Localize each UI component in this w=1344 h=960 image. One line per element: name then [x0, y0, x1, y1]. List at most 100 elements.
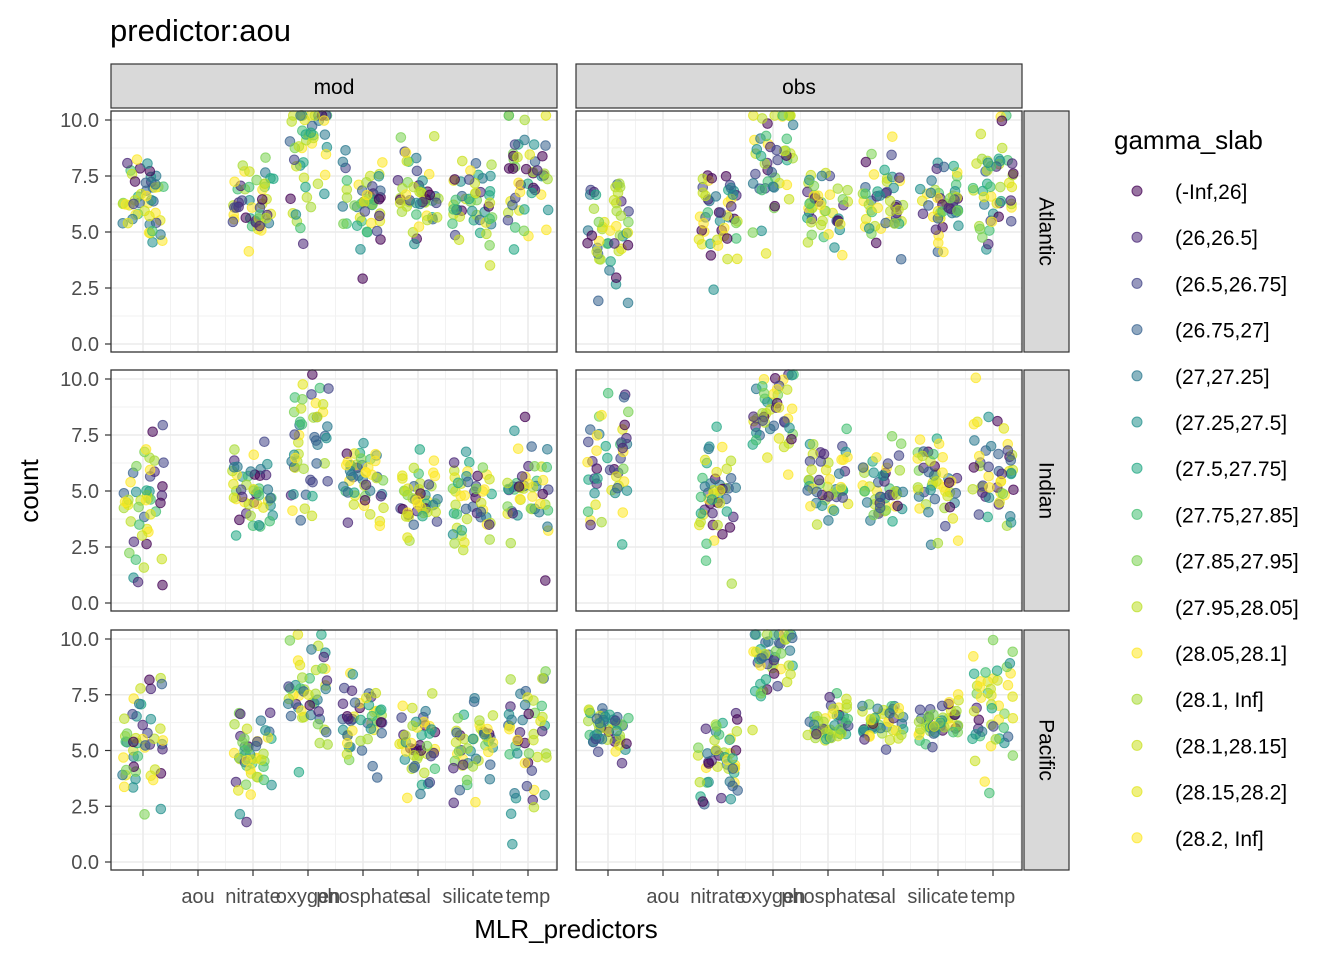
data-point [536, 725, 548, 737]
data-point [428, 455, 440, 466]
legend-entry-label: (27.5,27.75] [1175, 458, 1287, 481]
panels-layer: mod obs Atlantic Indian Pacific [110, 63, 1070, 871]
data-point [243, 181, 255, 193]
data-point [147, 774, 159, 786]
data-point [394, 197, 406, 209]
x-tick-label: temp [971, 886, 1015, 908]
data-point [470, 483, 482, 495]
data-point [985, 683, 997, 695]
data-point [373, 170, 385, 182]
data-point [787, 119, 799, 131]
data-point [250, 740, 262, 752]
data-point [948, 160, 960, 172]
data-point [596, 516, 607, 528]
data-point [582, 506, 594, 517]
data-point [145, 509, 156, 520]
data-point [700, 555, 712, 567]
scatter-points [582, 110, 1019, 309]
data-point [1006, 158, 1018, 169]
y-tick-label: 7.5 [71, 166, 99, 188]
scatter-points [582, 369, 1019, 589]
data-point [823, 515, 834, 526]
data-point [237, 160, 249, 171]
data-point [993, 448, 1004, 460]
legend-key [1131, 324, 1143, 336]
data-point [768, 668, 780, 679]
data-point [397, 700, 409, 712]
data-point [448, 762, 459, 774]
data-point [428, 130, 440, 142]
data-point [600, 440, 612, 452]
data-point [886, 430, 898, 442]
data-point [995, 476, 1007, 487]
data-point [725, 472, 737, 484]
data-point [804, 198, 815, 209]
data-point [870, 237, 882, 249]
facet-label-pacific: Pacific [1035, 719, 1058, 781]
data-point [893, 450, 905, 461]
data-point [778, 441, 790, 453]
data-point [448, 204, 459, 215]
data-point [917, 208, 929, 220]
y-tick-label: 5.0 [71, 222, 99, 244]
data-point [868, 509, 880, 521]
data-point [762, 452, 773, 463]
data-point [825, 732, 837, 744]
y-tick-label: 0.0 [71, 334, 99, 356]
data-point [612, 187, 624, 199]
data-point [693, 742, 704, 753]
data-point [834, 218, 846, 230]
data-point [367, 181, 378, 192]
data-point [342, 456, 354, 468]
data-point [413, 221, 425, 233]
data-point [968, 668, 980, 680]
x-tick-label: silicate [442, 886, 503, 908]
data-point [400, 511, 412, 522]
data-point [341, 192, 353, 203]
data-point [312, 718, 324, 730]
data-point [703, 758, 715, 769]
data-point [240, 779, 252, 790]
data-point [885, 205, 896, 217]
data-point [400, 189, 412, 200]
data-point [119, 496, 131, 508]
data-point [716, 441, 728, 453]
x-tick-label: sal [870, 886, 896, 908]
data-point [229, 719, 240, 730]
data-point [431, 212, 443, 223]
data-point [707, 507, 718, 519]
data-point [407, 720, 418, 732]
data-point [928, 448, 939, 460]
data-point [343, 713, 354, 725]
data-point [306, 644, 317, 655]
data-point [595, 254, 606, 265]
data-point [451, 508, 463, 520]
data-point [357, 273, 368, 284]
data-point [299, 503, 311, 514]
data-point [420, 705, 431, 717]
data-point [832, 183, 844, 194]
data-point [523, 748, 535, 759]
data-point [375, 717, 387, 728]
data-point [760, 130, 772, 142]
data-point [884, 707, 895, 719]
data-point [987, 634, 999, 646]
data-point [974, 223, 986, 235]
data-point [973, 450, 985, 462]
data-point [337, 156, 349, 168]
data-point [320, 683, 332, 695]
data-point [230, 530, 242, 541]
data-point [514, 186, 526, 198]
data-point [452, 712, 464, 724]
data-point [295, 403, 307, 414]
data-point [504, 723, 515, 735]
data-point [928, 721, 940, 732]
data-point [730, 233, 742, 244]
data-point [932, 537, 944, 549]
data-point [424, 189, 436, 201]
data-point [245, 466, 257, 477]
data-point [407, 702, 418, 714]
data-point [837, 249, 848, 261]
y-axis-title: count [14, 458, 44, 522]
legend-key [1131, 370, 1143, 382]
